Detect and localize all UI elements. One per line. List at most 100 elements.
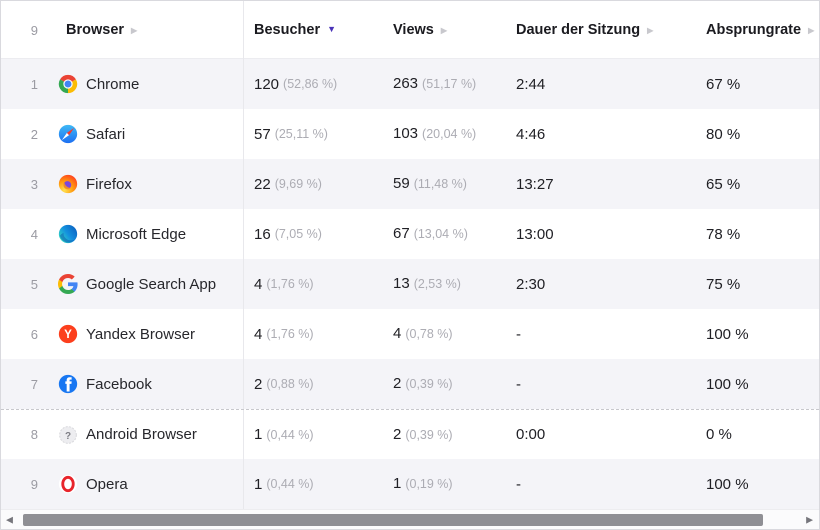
sort-arrow-icon: ▶ bbox=[440, 26, 448, 35]
session-duration-cell: - bbox=[516, 475, 521, 493]
table-row[interactable]: 9 Opera 1 (0,44 %) 1 (0,19 %) - 100 % bbox=[1, 459, 819, 509]
svg-text:?: ? bbox=[65, 430, 71, 441]
views-cell: 13 (2,53 %) bbox=[383, 275, 506, 293]
browser-name-cell: ? Android Browser bbox=[56, 425, 243, 445]
visitors-percent: (7,05 %) bbox=[274, 227, 322, 241]
column-header-dauer-der-sitzung[interactable]: Dauer der Sitzung ▶ bbox=[516, 22, 654, 38]
bounce-rate-cell: 100 % bbox=[706, 475, 749, 493]
yandex-icon: Y bbox=[58, 324, 78, 344]
session-duration-cell: 0:00 bbox=[516, 426, 546, 443]
visitors-cell: 120 (52,86 %) bbox=[243, 59, 383, 109]
views-value: 263 bbox=[393, 75, 419, 92]
browser-name-cell: Y Yandex Browser bbox=[56, 324, 243, 344]
visitors-percent: (0,44 %) bbox=[266, 427, 314, 442]
browser-name-cell: Chrome bbox=[56, 74, 243, 94]
views-value: 103 bbox=[393, 125, 419, 142]
visitors-value: 4 bbox=[254, 275, 263, 293]
bounce-rate-cell: 0 % bbox=[706, 426, 732, 443]
scroll-right-icon[interactable]: ▶ bbox=[806, 514, 813, 524]
row-rank: 8 bbox=[30, 427, 38, 442]
sort-arrow-icon: ▶ bbox=[647, 26, 654, 35]
table-row[interactable]: 1 Chrome 120 (52,86 %) 263 (51,17 %) 2:44 … bbox=[1, 59, 819, 109]
table-row[interactable]: 5 Google Search App 4 (1,76 %) 13 (2,53 %)… bbox=[1, 259, 819, 309]
views-cell: 2 (0,39 %) bbox=[383, 375, 506, 393]
table-row[interactable]: 7 Facebook 2 (0,88 %) 2 (0,39 %) - 100 % bbox=[1, 359, 819, 409]
visitors-cell: 2 (0,88 %) bbox=[243, 359, 383, 409]
visitors-percent: (52,86 %) bbox=[283, 77, 338, 91]
visitors-cell: 4 (1,76 %) bbox=[243, 309, 383, 359]
scroll-left-icon[interactable]: ◀ bbox=[6, 514, 13, 524]
views-percent: (13,04 %) bbox=[413, 227, 468, 241]
opera-icon bbox=[58, 474, 78, 494]
session-duration-cell: 13:27 bbox=[516, 175, 554, 193]
session-duration-cell: 2:44 bbox=[516, 75, 546, 93]
sort-arrow-icon: ▶ bbox=[131, 26, 138, 35]
visitors-percent: (1,76 %) bbox=[266, 327, 314, 341]
views-percent: (0,39 %) bbox=[405, 377, 453, 391]
column-header-besucher[interactable]: Besucher ▼ bbox=[243, 1, 383, 59]
session-duration-cell: 2:30 bbox=[516, 275, 546, 293]
views-value: 59 bbox=[393, 175, 410, 192]
browser-name: Yandex Browser bbox=[86, 325, 195, 343]
row-rank: 1 bbox=[30, 76, 38, 92]
views-percent: (20,04 %) bbox=[422, 127, 477, 141]
views-value: 13 bbox=[393, 275, 410, 292]
row-rank: 7 bbox=[30, 376, 38, 392]
visitors-percent: (0,44 %) bbox=[266, 477, 314, 491]
table-row[interactable]: 6 Y Yandex Browser 4 (1,76 %) 4 (0,78 %) -… bbox=[1, 309, 819, 359]
scrollbar-thumb[interactable] bbox=[23, 513, 763, 526]
bounce-rate-cell: 67 % bbox=[706, 75, 741, 93]
visitors-value: 4 bbox=[254, 325, 263, 343]
column-header-views[interactable]: Views ▶ bbox=[393, 22, 448, 38]
browser-name: Firefox bbox=[86, 175, 132, 193]
chrome-icon bbox=[58, 74, 78, 94]
visitors-percent: (1,76 %) bbox=[266, 277, 314, 291]
browser-name: Google Search App bbox=[86, 275, 217, 293]
bounce-rate-cell: 100 % bbox=[706, 325, 749, 343]
table-row[interactable]: 8 ? Android Browser 1 (0,44 %) 2 (0,39 %) … bbox=[1, 409, 819, 459]
edge-icon bbox=[58, 224, 78, 244]
visitors-cell: 57 (25,11 %) bbox=[243, 109, 383, 159]
browser-name: Microsoft Edge bbox=[86, 225, 187, 243]
visitors-cell: 1 (0,44 %) bbox=[243, 459, 383, 509]
views-cell: 1 (0,19 %) bbox=[383, 475, 506, 493]
row-rank: 9 bbox=[30, 476, 38, 492]
visitors-value: 22 bbox=[254, 175, 271, 193]
views-percent: (11,48 %) bbox=[413, 177, 467, 191]
views-cell: 67 (13,04 %) bbox=[383, 225, 506, 243]
session-duration-cell: - bbox=[516, 325, 521, 343]
views-cell: 103 (20,04 %) bbox=[383, 125, 506, 143]
bounce-rate-cell: 78 % bbox=[706, 225, 741, 243]
row-rank: 2 bbox=[30, 126, 38, 142]
visitors-percent: (25,11 %) bbox=[274, 127, 328, 141]
views-percent: (0,19 %) bbox=[405, 477, 453, 491]
browser-name-cell: Facebook bbox=[56, 374, 243, 394]
row-rank: 4 bbox=[30, 226, 38, 242]
browser-name: Chrome bbox=[86, 75, 140, 93]
column-header-browser[interactable]: Browser ▶ bbox=[66, 22, 138, 38]
views-cell: 2 (0,39 %) bbox=[383, 426, 506, 444]
table-row[interactable]: 3 Firefox 22 (9,69 %) 59 (11,48 %) 13:27 6… bbox=[1, 159, 819, 209]
browser-name-cell: Safari bbox=[56, 124, 243, 144]
views-value: 2 bbox=[393, 375, 402, 392]
table-row[interactable]: 4 Microsoft Edge 16 (7,05 %) 67 (13,04 %) … bbox=[1, 209, 819, 259]
horizontal-scrollbar[interactable]: ◀ ▶ bbox=[1, 509, 819, 529]
row-count: 9 bbox=[30, 22, 38, 38]
bounce-rate-cell: 75 % bbox=[706, 275, 741, 293]
views-percent: (2,53 %) bbox=[413, 277, 461, 291]
table-body: 1 Chrome 120 (52,86 %) 263 (51,17 %) 2:44 … bbox=[1, 59, 819, 509]
browser-name: Safari bbox=[86, 125, 126, 143]
facebook-icon bbox=[58, 374, 78, 394]
table-row[interactable]: 2 Safari 57 (25,11 %) 103 (20,04 %) 4:46 8… bbox=[1, 109, 819, 159]
views-value: 4 bbox=[393, 325, 402, 342]
views-value: 1 bbox=[393, 475, 402, 492]
views-value: 67 bbox=[393, 225, 410, 242]
visitors-value: 16 bbox=[254, 225, 271, 243]
visitors-value: 120 bbox=[254, 75, 280, 93]
visitors-cell: 16 (7,05 %) bbox=[243, 209, 383, 259]
views-percent: (0,78 %) bbox=[405, 327, 453, 341]
column-header-absprungrate[interactable]: Absprungrate ▶ bbox=[706, 22, 815, 38]
visitors-value: 57 bbox=[254, 125, 271, 143]
bounce-rate-cell: 100 % bbox=[706, 375, 749, 393]
sort-arrow-icon: ▶ bbox=[808, 26, 815, 35]
